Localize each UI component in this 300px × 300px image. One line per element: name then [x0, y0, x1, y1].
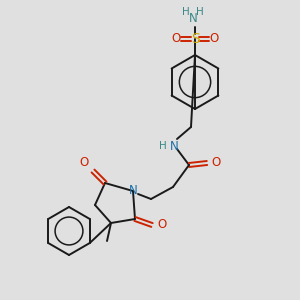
- Text: N: N: [129, 184, 137, 197]
- Text: H: H: [196, 7, 204, 17]
- Text: H: H: [182, 7, 190, 17]
- Text: O: O: [158, 218, 166, 232]
- Text: O: O: [171, 32, 181, 46]
- Text: O: O: [209, 32, 219, 46]
- Text: N: N: [189, 13, 197, 26]
- Text: S: S: [190, 32, 200, 46]
- Text: O: O: [80, 155, 88, 169]
- Text: O: O: [212, 157, 220, 169]
- Text: N: N: [169, 140, 178, 152]
- Text: H: H: [159, 141, 167, 151]
